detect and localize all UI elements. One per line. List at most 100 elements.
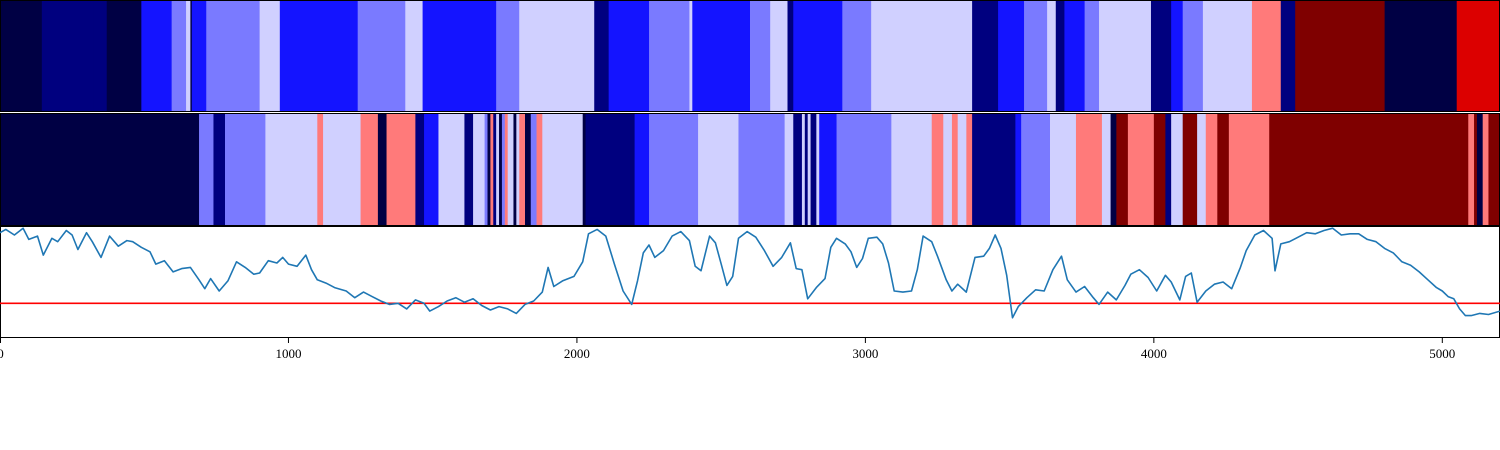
heatmap-cell	[1127, 113, 1155, 226]
heatmap-cell	[787, 0, 794, 112]
heatmap-cell	[493, 113, 497, 226]
heatmap-cell	[0, 113, 200, 226]
heatmap-cell	[360, 113, 379, 226]
heatmap-cell	[951, 113, 959, 226]
heatmap-cell	[1101, 113, 1112, 226]
heatmap-cell	[1217, 113, 1230, 226]
x-tick-label: 3000	[852, 346, 878, 361]
heatmap-cell	[692, 0, 699, 112]
line-panel-frame	[0, 226, 1500, 338]
heatmap-cell	[1055, 0, 1066, 112]
heatmap-cell	[1474, 113, 1478, 226]
heatmap-cell	[793, 0, 843, 112]
heatmap-cell	[836, 113, 892, 226]
heatmap-cell	[1482, 113, 1490, 226]
heatmap-cell	[819, 113, 838, 226]
heatmap-cell	[585, 113, 636, 226]
heatmap-cell	[171, 0, 187, 112]
heatmap-cell	[323, 113, 362, 226]
heatmap-cell	[842, 0, 872, 112]
heatmap-strip-top	[0, 0, 1500, 112]
heatmap-cell	[199, 113, 215, 226]
heatmap-cell	[191, 0, 207, 112]
heatmap-cell	[1456, 0, 1500, 112]
heatmap-cell	[1099, 0, 1152, 112]
heatmap-cell	[424, 113, 440, 226]
heatmap-cell	[1021, 113, 1051, 226]
heatmap-cell	[501, 113, 506, 226]
heatmap-cell	[438, 113, 466, 226]
heatmap-cell	[1116, 113, 1129, 226]
heatmap-cell	[810, 113, 817, 226]
heatmap-cell	[41, 0, 95, 112]
heatmap-cell	[288, 0, 359, 112]
heatmap-strip-bottom	[0, 113, 1500, 226]
heatmap-cell	[1202, 0, 1253, 112]
heatmap-cell	[473, 113, 486, 226]
heatmap-cell	[1182, 0, 1204, 112]
x-tick-label: 4000	[1141, 346, 1167, 361]
heatmap-cell	[807, 113, 812, 226]
heatmap-cell	[972, 0, 999, 112]
heatmap-cell	[279, 0, 290, 112]
heatmap-cell	[93, 0, 108, 112]
heatmap-cell	[1003, 0, 1025, 112]
heatmap-cell	[1110, 113, 1117, 226]
heatmap-cell	[496, 113, 500, 226]
x-tick-label: 2000	[564, 346, 590, 361]
heatmap-cell	[998, 0, 1005, 112]
heatmap-cell	[317, 113, 324, 226]
heatmap-cell	[1182, 113, 1198, 226]
heatmap-cell	[504, 113, 509, 226]
heatmap-cell	[464, 113, 474, 226]
heatmap-cell	[1047, 0, 1057, 112]
heatmap-cell	[426, 0, 497, 112]
heatmap-cell	[943, 113, 953, 226]
heatmap-cell	[415, 113, 425, 226]
heatmap-cell	[265, 113, 318, 226]
heatmap-cell	[966, 113, 973, 226]
heatmap-cell	[1384, 0, 1458, 112]
heatmap-cell	[738, 113, 786, 226]
heatmap-cell	[689, 0, 693, 112]
heatmap-cell	[206, 0, 261, 112]
heatmap-cell	[1171, 113, 1184, 226]
heatmap-cell	[377, 113, 388, 226]
heatmap-cell	[542, 113, 584, 226]
heatmap-cell	[141, 0, 173, 112]
heatmap-cell	[1251, 0, 1282, 112]
heatmap-cell	[1050, 113, 1077, 226]
heatmap-cell	[582, 113, 587, 226]
heatmap-cell	[1165, 113, 1172, 226]
heatmap-cell	[871, 0, 973, 112]
heatmap-cell	[1015, 113, 1022, 226]
heatmap-cell	[931, 113, 944, 226]
heatmap-cell	[259, 0, 281, 112]
heatmap-cell	[213, 113, 226, 226]
x-axis: 0 1000 2000 3000 4000 5000	[0, 338, 1455, 361]
heatmap-cell	[496, 0, 520, 112]
heatmap-cell	[608, 0, 617, 112]
heatmap-cell	[106, 0, 142, 112]
heatmap-cell	[816, 113, 820, 226]
heatmap-cell	[891, 113, 933, 226]
heatmap-cell	[634, 113, 650, 226]
heatmap-cell	[530, 113, 538, 226]
heatmap-cell	[519, 0, 595, 112]
heatmap-cell	[490, 113, 494, 226]
heatmap-cell	[615, 0, 650, 112]
heatmap-cell	[0, 0, 43, 112]
heatmap-cell	[190, 0, 193, 112]
heatmap-cell	[1075, 113, 1103, 226]
heatmap-cell	[487, 113, 491, 226]
heatmap-cell	[1269, 113, 1469, 226]
heatmap-cell	[357, 0, 406, 112]
heatmap-cell	[1228, 113, 1270, 226]
x-tick-label: 1000	[275, 346, 301, 361]
heatmap-cell	[230, 113, 266, 226]
heatmap-cell	[801, 113, 806, 226]
heatmap-cell	[784, 113, 794, 226]
heatmap-cell	[519, 113, 526, 226]
